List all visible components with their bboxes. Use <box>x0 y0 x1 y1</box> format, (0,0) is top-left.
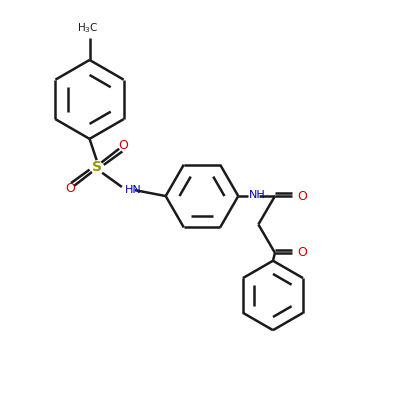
Text: O: O <box>65 182 75 195</box>
Text: H$_3$C: H$_3$C <box>77 21 98 35</box>
Text: S: S <box>92 160 102 174</box>
Text: NH: NH <box>249 190 266 200</box>
Text: HN: HN <box>125 185 142 195</box>
Text: O: O <box>298 190 307 202</box>
Text: O: O <box>118 140 128 152</box>
Text: O: O <box>298 246 307 259</box>
